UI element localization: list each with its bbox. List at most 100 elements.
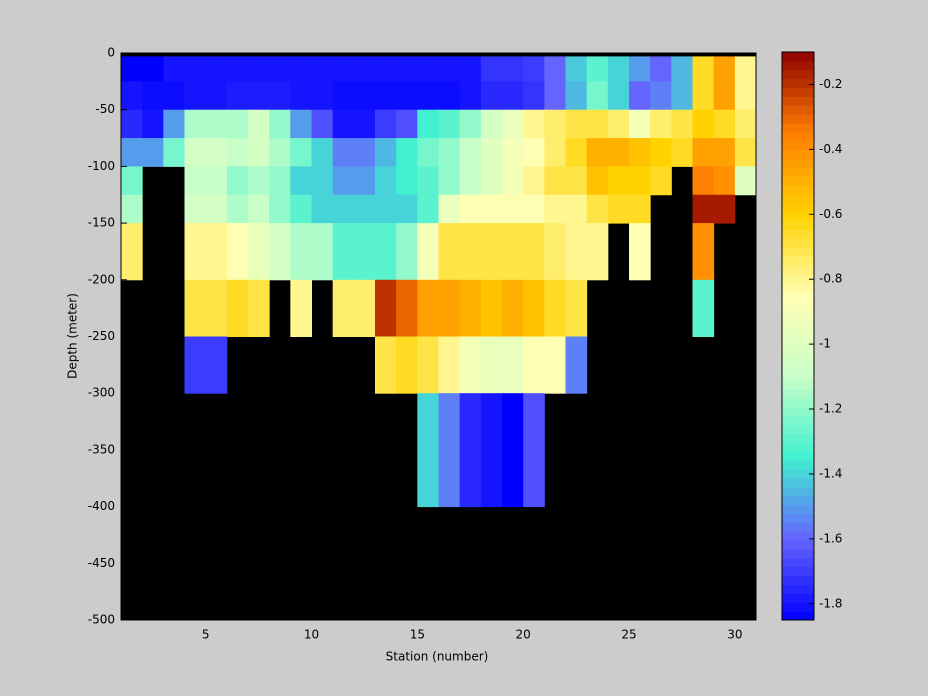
heat-cell	[480, 279, 503, 337]
heat-cell	[375, 138, 397, 167]
heat-cell	[226, 194, 249, 224]
heat-cell	[692, 194, 715, 224]
colorbar-band	[782, 220, 814, 230]
heat-cell	[544, 223, 566, 281]
heat-cell	[586, 223, 609, 281]
heat-cell	[544, 56, 566, 82]
heat-cell	[692, 223, 715, 281]
heat-cell	[502, 336, 524, 394]
heat-cell	[565, 194, 588, 224]
heat-cell	[332, 138, 355, 167]
heat-cell	[121, 109, 143, 139]
heat-cell	[480, 138, 503, 167]
heat-cell	[480, 166, 503, 196]
heat-cell	[459, 336, 482, 394]
heat-cell	[480, 56, 503, 82]
heat-cell	[629, 223, 651, 281]
colorbar-band	[782, 522, 814, 532]
colorbar-band	[782, 167, 814, 177]
heat-cell	[692, 138, 715, 167]
colorbar-band	[782, 87, 814, 97]
heat-cell	[163, 56, 185, 82]
colorbar-band	[782, 114, 814, 124]
heat-cell	[607, 81, 630, 111]
colorbar-tick-label: -1.6	[819, 531, 842, 545]
heat-cell	[396, 166, 418, 196]
colorbar-band	[782, 238, 814, 248]
heat-cell	[396, 56, 418, 82]
heat-cell	[311, 138, 334, 167]
heat-cell	[269, 81, 291, 111]
heat-cell	[163, 109, 185, 139]
heat-cell	[459, 166, 482, 196]
heat-cell	[629, 109, 651, 139]
heat-cell	[332, 166, 355, 196]
colorbar-band	[782, 549, 814, 559]
heat-cell	[502, 279, 524, 337]
heat-cell	[713, 166, 736, 196]
heat-cell	[544, 138, 566, 167]
y-tick-label: -150	[88, 216, 115, 230]
colorbar-tick-label: -1.4	[819, 466, 842, 480]
colorbar-band	[782, 318, 814, 328]
heat-cell	[459, 109, 482, 139]
heat-cell	[332, 194, 355, 224]
heat-cell	[713, 56, 736, 82]
colorbar-band	[782, 52, 814, 62]
heat-cell	[586, 138, 609, 167]
heat-cell	[438, 138, 461, 167]
colorbar-band	[782, 398, 814, 408]
heat-cell	[459, 393, 482, 508]
y-tick-label: -500	[88, 613, 115, 627]
heat-cell	[671, 138, 693, 167]
heat-cell	[332, 279, 355, 337]
colorbar-tick-label: -1.2	[819, 402, 842, 416]
heat-cell	[502, 194, 524, 224]
heat-cell	[248, 56, 270, 82]
heat-cell	[502, 166, 524, 196]
heat-cell	[734, 109, 757, 139]
colorbar-band	[782, 256, 814, 266]
heat-cell	[480, 336, 503, 394]
heat-cell	[713, 81, 736, 111]
colorbar-band	[782, 149, 814, 159]
heat-cell	[671, 56, 693, 82]
heat-cell	[184, 109, 207, 139]
heat-cell	[290, 109, 312, 139]
heat-cell	[523, 109, 545, 139]
heat-cell	[332, 223, 355, 281]
heat-cell	[459, 194, 482, 224]
y-tick-label: -350	[88, 442, 115, 456]
heat-cell	[375, 194, 397, 224]
colorbar-band	[782, 602, 814, 612]
heat-cell	[353, 56, 376, 82]
heat-cell	[734, 166, 757, 196]
heat-cell	[629, 81, 651, 111]
colorbar-tick-label: -0.4	[819, 142, 842, 156]
heat-cell	[332, 109, 355, 139]
heat-cell	[650, 56, 672, 82]
colorbar-band	[782, 96, 814, 106]
x-tick-label: 20	[516, 628, 531, 642]
heat-cell	[459, 81, 482, 111]
heat-cell	[586, 81, 609, 111]
y-tick-label: -450	[88, 556, 115, 570]
heat-cell	[502, 138, 524, 167]
heat-cell	[438, 166, 461, 196]
colorbar-band	[782, 407, 814, 417]
heat-cell	[586, 194, 609, 224]
colorbar-frame	[781, 51, 815, 621]
heat-cell	[692, 166, 715, 196]
heat-cell	[565, 138, 588, 167]
colorbar-band	[782, 194, 814, 204]
heat-cell	[248, 166, 270, 196]
colorbar-band	[782, 60, 814, 71]
colorbar-band	[782, 282, 814, 293]
heat-cell	[565, 166, 588, 196]
y-tick-label: -100	[88, 159, 115, 173]
heat-cell	[438, 393, 461, 508]
y-axis-label: Depth (meter)	[66, 293, 80, 379]
heat-cell	[290, 279, 312, 337]
heat-cell	[629, 194, 651, 224]
heat-cell	[269, 166, 291, 196]
